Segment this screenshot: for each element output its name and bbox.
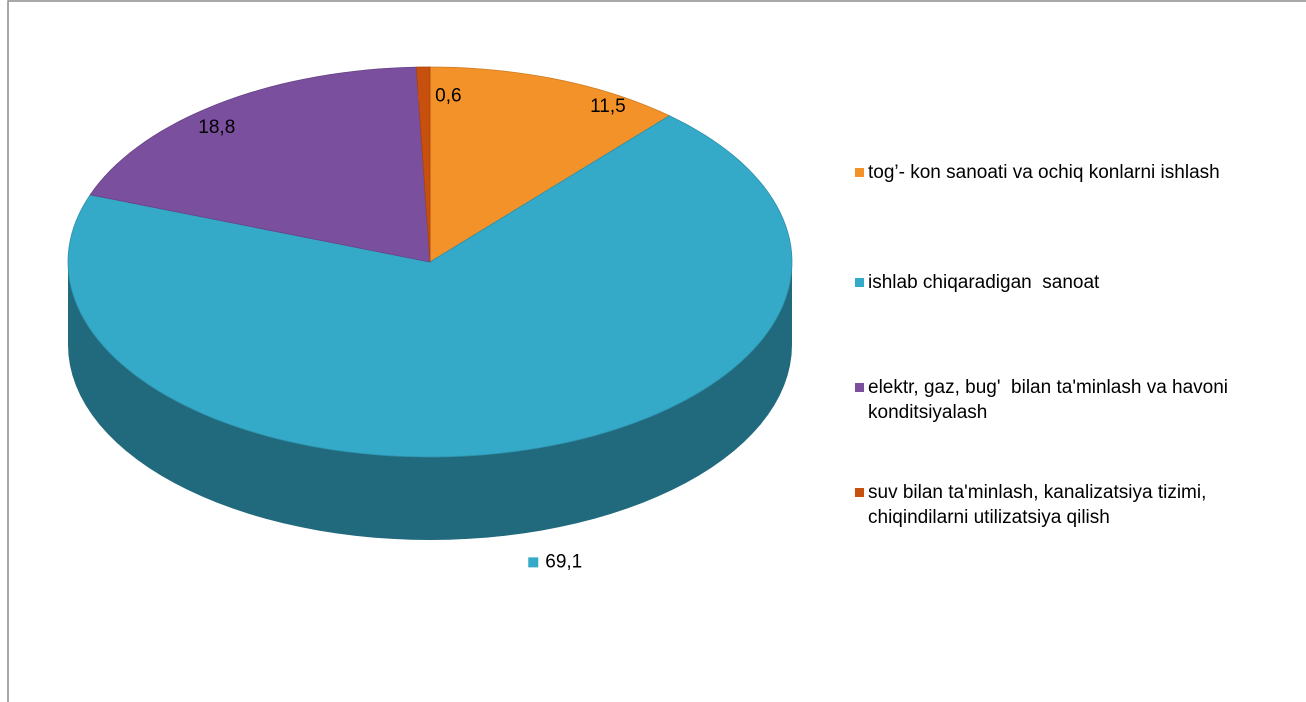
data-label: 11,5 bbox=[590, 96, 626, 117]
legend-swatch bbox=[855, 168, 864, 177]
legend-label: ishlab chiqaradigan sanoat bbox=[868, 272, 1100, 293]
slice bbox=[67, 115, 793, 458]
legend-swatch bbox=[855, 383, 864, 392]
data-label-marker bbox=[418, 91, 429, 102]
legend-label: tog’- kon sanoati va ochiq konlarni ishl… bbox=[868, 162, 1220, 183]
data-label-marker bbox=[573, 101, 584, 112]
slice bbox=[429, 66, 671, 263]
legend-label: suv bilan ta'minlash, kanalizatsiya tizi… bbox=[868, 482, 1212, 528]
data-label: 0,6 bbox=[435, 85, 461, 106]
chart-frame bbox=[7, 0, 1306, 702]
legend-item: suv bilan ta'minlash, kanalizatsiya tizi… bbox=[855, 480, 1275, 530]
legend-item: ishlab chiqaradigan sanoat bbox=[855, 270, 1275, 295]
data-label-marker bbox=[181, 122, 192, 133]
slice bbox=[415, 66, 431, 263]
legend-item: tog’- kon sanoati va ochiq konlarni ishl… bbox=[855, 160, 1275, 185]
data-label: 69,1 bbox=[545, 551, 582, 572]
data-label-marker bbox=[528, 557, 539, 568]
data-label: 18,8 bbox=[198, 117, 235, 138]
slice-side bbox=[68, 262, 792, 540]
legend-swatch bbox=[855, 488, 864, 497]
legend-item: elektr, gaz, bug' bilan ta'minlash va ha… bbox=[855, 375, 1275, 425]
slice bbox=[89, 66, 431, 263]
legend-label: elektr, gaz, bug' bilan ta'minlash va ha… bbox=[868, 377, 1234, 423]
legend-swatch bbox=[855, 278, 864, 287]
